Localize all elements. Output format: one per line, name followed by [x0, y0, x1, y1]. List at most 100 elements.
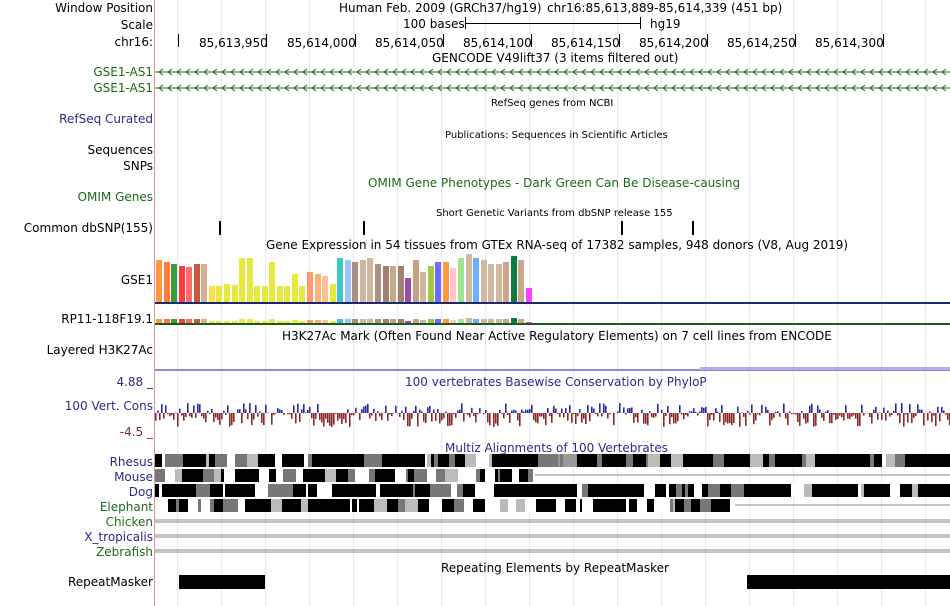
repeat-element[interactable] [179, 575, 265, 589]
gtex-bar[interactable] [405, 278, 412, 302]
gtex-bar[interactable] [171, 264, 178, 302]
gtex-small-bar[interactable] [231, 321, 238, 323]
gse1-as1-label-2[interactable]: GSE1-AS1 [93, 81, 153, 95]
gtex-small-bar[interactable] [322, 320, 329, 323]
gtex-bar[interactable] [337, 258, 344, 302]
chicken-label[interactable]: Chicken [105, 515, 153, 529]
gtex-small-bar[interactable] [352, 319, 359, 323]
gtex-small-bar[interactable] [261, 321, 268, 323]
elephant-label[interactable]: Elephant [99, 500, 153, 514]
gse1-as1-label-1[interactable]: GSE1-AS1 [93, 65, 153, 79]
gtex-bar[interactable] [397, 266, 404, 302]
gtex-bar[interactable] [495, 264, 502, 302]
repeatmasker-title[interactable]: Repeating Elements by RepeatMasker [441, 561, 669, 575]
gtex-bar[interactable] [367, 258, 374, 302]
publications-title[interactable]: Publications: Sequences in Scientific Ar… [445, 130, 668, 141]
gse1-label[interactable]: GSE1 [120, 273, 153, 287]
gtex-small-bar[interactable] [405, 321, 412, 323]
gtex-small-bar[interactable] [427, 319, 434, 323]
gtex-bar[interactable] [284, 286, 291, 302]
gtex-bar[interactable] [276, 286, 283, 302]
gtex-bar[interactable] [231, 285, 238, 302]
gtex-small-bar[interactable] [503, 319, 510, 323]
gtex-bar[interactable] [299, 286, 306, 302]
gtex-small-bar[interactable] [518, 319, 525, 323]
gtex-bar[interactable] [269, 262, 276, 302]
sequences-label[interactable]: Sequences [87, 143, 153, 157]
gtex-small-bar[interactable] [488, 319, 495, 323]
gtex-small-bar[interactable] [329, 321, 336, 323]
gtex-small-bar[interactable] [473, 319, 480, 323]
repeatmasker-label[interactable]: RepeatMasker [67, 575, 153, 589]
gtex-small-bar[interactable] [291, 320, 298, 323]
gtex-bar[interactable] [518, 260, 525, 302]
gtex-small-bar[interactable] [382, 319, 389, 323]
gtex-bar[interactable] [239, 258, 246, 302]
gtex-bar[interactable] [390, 266, 397, 302]
multiz-title[interactable]: Multiz Alignments of 100 Vertebrates [445, 441, 669, 455]
rp11-gene-line[interactable] [155, 323, 950, 325]
gtex-small-bar[interactable] [495, 319, 502, 323]
h3k27ac-label[interactable]: Layered H3K27Ac [46, 343, 153, 357]
gtex-small-bar[interactable] [442, 319, 449, 323]
gtex-bar[interactable] [223, 284, 230, 302]
gtex-small-bar[interactable] [201, 319, 208, 323]
zebrafish-label[interactable]: Zebrafish [96, 545, 153, 559]
rp11-label[interactable]: RP11-118F19.1 [61, 312, 153, 326]
gtex-bar[interactable] [503, 262, 510, 302]
gtex-bar[interactable] [246, 258, 253, 302]
gtex-small-bar[interactable] [246, 319, 253, 323]
dog-label[interactable]: Dog [128, 485, 153, 499]
gtex-bar[interactable] [208, 286, 215, 302]
gtex-bar[interactable] [435, 262, 442, 302]
gtex-bar[interactable] [329, 284, 336, 302]
gse1-gene-line[interactable] [155, 302, 950, 304]
gtex-small-bar[interactable] [337, 319, 344, 323]
refseq-title[interactable]: RefSeq genes from NCBI [491, 98, 614, 109]
gtex-small-bar[interactable] [307, 320, 313, 323]
gtex-small-bar[interactable] [276, 321, 283, 323]
gtex-small-bar[interactable] [156, 319, 162, 323]
snp-mark[interactable] [621, 221, 623, 235]
gtex-bar[interactable] [314, 274, 321, 302]
phylop-title[interactable]: 100 vertebrates Basewise Conservation by… [405, 375, 707, 389]
refseq-label[interactable]: RefSeq Curated [59, 112, 153, 126]
gtex-bar[interactable] [186, 267, 193, 302]
gtex-bar[interactable] [163, 262, 170, 302]
dbsnp-title[interactable]: Short Genetic Variants from dbSNP releas… [436, 208, 673, 219]
gtex-bar[interactable] [374, 264, 381, 302]
gtex-small-bar[interactable] [412, 319, 419, 323]
gtex-small-bar[interactable] [269, 319, 276, 323]
gtex-small-bar[interactable] [510, 318, 517, 323]
gtex-small-bar[interactable] [359, 319, 366, 323]
multiz-alignments[interactable] [155, 454, 950, 558]
gtex-bar[interactable] [473, 258, 480, 302]
h3k27ac-signal-peak[interactable] [700, 367, 950, 370]
gencode-genes[interactable] [155, 64, 950, 96]
gtex-small-bar[interactable] [314, 320, 321, 323]
gtex-bar[interactable] [322, 276, 329, 302]
gtex-small-bar[interactable] [465, 318, 472, 323]
gtex-small-bar[interactable] [178, 319, 185, 323]
cons-label[interactable]: 100 Vert. Cons [64, 399, 153, 413]
gtex-small-bar[interactable] [163, 319, 170, 323]
gtex-bar[interactable] [193, 264, 200, 302]
gtex-small-bar[interactable] [299, 321, 306, 323]
gtex-bar[interactable] [420, 272, 427, 302]
gtex-bar[interactable] [488, 264, 495, 302]
gtex-small-bar[interactable] [216, 321, 223, 323]
gtex-bar[interactable] [352, 262, 359, 302]
gtex-small-bar[interactable] [525, 322, 532, 323]
snp-mark[interactable] [363, 221, 365, 235]
gtex-small-bar[interactable] [480, 319, 487, 323]
gtex-bar[interactable] [254, 286, 261, 302]
gtex-bar[interactable] [178, 266, 185, 302]
gtex-small-bar[interactable] [284, 321, 291, 323]
gtex-bar[interactable] [442, 262, 449, 302]
rhesus-label[interactable]: Rhesus [109, 455, 153, 469]
xtropicalis-label[interactable]: X_tropicalis [84, 530, 153, 544]
mouse-label[interactable]: Mouse [114, 470, 153, 484]
snp-mark[interactable] [692, 221, 694, 235]
gtex-bar[interactable] [412, 260, 419, 302]
gtex-bar[interactable] [307, 272, 313, 302]
